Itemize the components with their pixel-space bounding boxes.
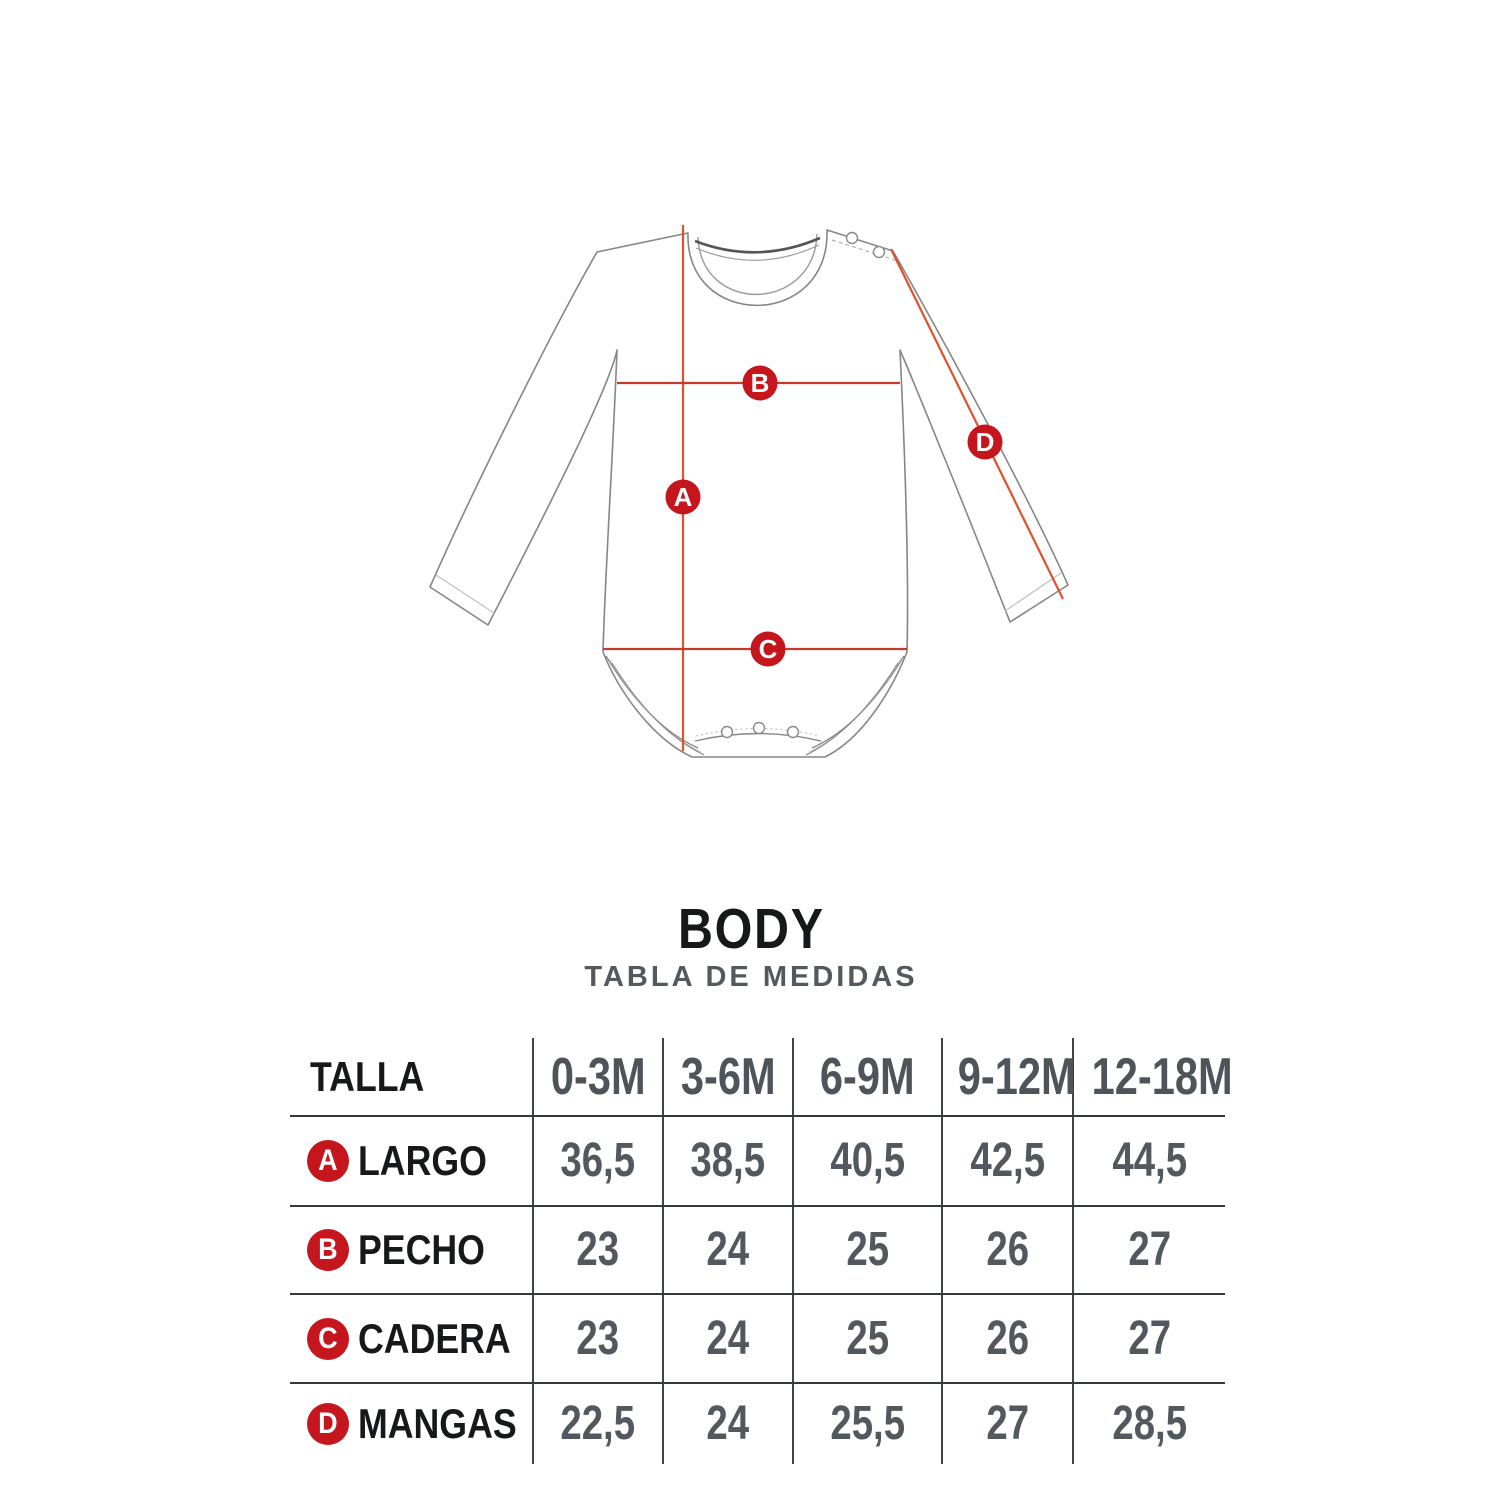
marker-badge-b: B (307, 1229, 349, 1271)
bodysuit-diagram: A B C D (429, 225, 1069, 758)
value-cell: 27 (1072, 1206, 1225, 1295)
table-row-pecho: B PECHO 23 24 25 26 27 (290, 1206, 1225, 1295)
row-label-cell: C CADERA (290, 1294, 533, 1384)
size-col-header: 3-6M (662, 1038, 793, 1117)
table-row-mangas: D MANGAS 22,5 24 25,5 27 28,5 (290, 1383, 1225, 1464)
row-label: LARGO (358, 1137, 487, 1184)
svg-text:D: D (976, 427, 995, 457)
header-cell-talla: TALLA (290, 1038, 533, 1117)
garment-outline (429, 229, 1069, 758)
marker-badge-d: D (307, 1403, 349, 1445)
row-label: PECHO (358, 1226, 485, 1273)
back-neck-seam-light (695, 244, 820, 261)
size-col-header: 9-12M (941, 1038, 1076, 1117)
value-cell: 27 (941, 1383, 1073, 1464)
page-title: BODY (677, 897, 825, 961)
row-label-cell: B PECHO (290, 1206, 533, 1295)
crotch-snap (752, 721, 766, 735)
crotch-snap (786, 725, 800, 739)
crotch-snap (720, 725, 734, 739)
value-cell: 26 (941, 1206, 1073, 1295)
value-cell: 28,5 (1072, 1383, 1225, 1464)
page-subtitle: TABLA DE MEDIDAS (584, 961, 918, 993)
value-cell: 24 (662, 1294, 793, 1384)
marker-badge-c: C (307, 1317, 349, 1360)
value-cell: 40,5 (792, 1116, 942, 1207)
size-col-header: 0-3M (532, 1038, 663, 1117)
value-cell: 25,5 (792, 1383, 942, 1464)
shoulder-placket-stitch (831, 239, 899, 262)
value-cell: 42,5 (941, 1116, 1073, 1207)
svg-text:A: A (674, 482, 693, 512)
marker-badge-a: A (307, 1140, 349, 1182)
value-cell: 23 (532, 1206, 663, 1295)
row-label: CADERA (358, 1314, 511, 1362)
row-label: MANGAS (358, 1400, 517, 1447)
leg-binding-left (605, 655, 705, 756)
value-cell: 38,5 (662, 1116, 793, 1207)
marker-d: D (967, 424, 1003, 460)
value-cell: 24 (662, 1383, 793, 1464)
value-cell: 23 (532, 1294, 663, 1384)
marker-a: A (665, 479, 701, 515)
crotch-flap-stitch (695, 727, 821, 737)
marker-b: B (742, 365, 778, 401)
value-cell: 25 (792, 1206, 942, 1295)
table-row-largo: A LARGO 36,5 38,5 40,5 42,5 44,5 (290, 1116, 1225, 1207)
table-row-cadera: C CADERA 23 24 25 26 27 (290, 1294, 1225, 1384)
left-cuff-line (435, 574, 495, 614)
svg-text:B: B (751, 368, 770, 398)
measure-line-d (890, 248, 1064, 600)
value-cell: 36,5 (532, 1116, 663, 1207)
neckband-inner-line (697, 233, 818, 295)
value-cell: 25 (792, 1294, 942, 1384)
row-label-cell: D MANGAS (290, 1383, 533, 1464)
value-cell: 44,5 (1072, 1116, 1225, 1207)
value-cell: 26 (941, 1294, 1073, 1384)
size-col-header: 12-18M (1072, 1038, 1233, 1117)
size-col-header: 6-9M (792, 1038, 942, 1117)
value-cell: 24 (662, 1206, 793, 1295)
value-cell: 27 (1072, 1294, 1225, 1384)
shoulder-snap (872, 245, 886, 259)
value-cell: 22,5 (532, 1383, 663, 1464)
leg-binding-right (805, 655, 905, 756)
size-table: TALLA 0-3M 3-6M 6-9M 9-12M 12-18M A LARG… (290, 1038, 1233, 1464)
marker-c: C (750, 631, 786, 667)
row-label-cell: A LARGO (290, 1116, 533, 1207)
table-header-row: TALLA 0-3M 3-6M 6-9M 9-12M 12-18M (290, 1038, 1233, 1117)
shoulder-snap (845, 231, 859, 245)
right-cuff-line (1004, 572, 1062, 612)
back-neck-seam (694, 236, 821, 254)
svg-text:C: C (759, 634, 778, 664)
